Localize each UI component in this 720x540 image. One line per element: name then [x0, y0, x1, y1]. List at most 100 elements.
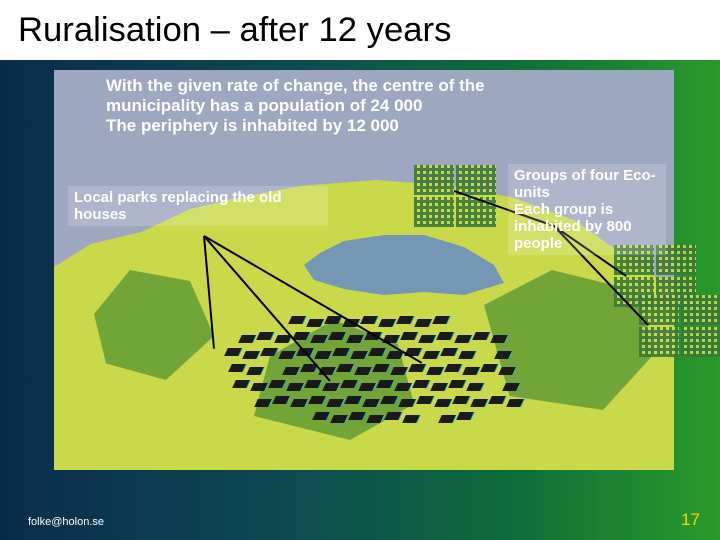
city-block: [466, 383, 484, 391]
city-block: [232, 380, 250, 388]
city-block: [472, 332, 490, 340]
city-block: [384, 412, 402, 420]
city-block: [366, 415, 384, 423]
city-block: [322, 383, 340, 391]
eco-unit: [456, 165, 496, 195]
city-block: [350, 351, 368, 359]
city-block: [400, 332, 418, 340]
eco-unit: [414, 197, 454, 227]
city-block: [480, 364, 498, 372]
city-block: [340, 380, 358, 388]
city-centre: [214, 300, 534, 460]
eco-unit: [681, 327, 720, 357]
city-block: [254, 399, 272, 407]
city-block: [448, 380, 466, 388]
city-block: [324, 316, 342, 324]
city-block: [330, 415, 348, 423]
city-block: [376, 380, 394, 388]
city-block: [414, 319, 432, 327]
callout-local-parks: Local parks replacing the old houses: [68, 186, 328, 226]
city-block: [462, 367, 480, 375]
eco-unit: [681, 295, 720, 325]
city-block: [260, 348, 278, 356]
city-block: [454, 335, 472, 343]
city-block: [416, 396, 434, 404]
city-block: [242, 351, 260, 359]
city-block: [360, 316, 378, 324]
figure-panel: With the given rate of change, the centr…: [54, 70, 674, 470]
city-block: [312, 412, 330, 420]
city-block: [430, 383, 448, 391]
city-block: [290, 399, 308, 407]
city-block: [426, 367, 444, 375]
city-block: [362, 399, 380, 407]
city-block: [408, 364, 426, 372]
city-block: [390, 367, 408, 375]
footer-email: folke@holon.se: [28, 516, 104, 528]
city-block: [344, 396, 362, 404]
city-block: [336, 364, 354, 372]
city-block: [418, 335, 436, 343]
city-block: [308, 396, 326, 404]
city-block: [398, 399, 416, 407]
city-block: [246, 367, 264, 375]
city-block: [380, 396, 398, 404]
slide-title: Ruralisation – after 12 years: [18, 11, 451, 50]
city-block: [488, 396, 506, 404]
city-block: [378, 319, 396, 327]
title-bar: Ruralisation – after 12 years: [0, 0, 720, 60]
city-block: [224, 348, 242, 356]
city-block: [440, 348, 458, 356]
city-block: [456, 412, 474, 420]
main-caption: With the given rate of change, the centr…: [106, 76, 536, 136]
slide: Ruralisation – after 12 years With the g…: [0, 0, 720, 540]
city-block: [432, 316, 450, 324]
city-block: [368, 348, 386, 356]
city-block: [332, 348, 350, 356]
city-block: [490, 335, 508, 343]
city-block: [268, 380, 286, 388]
city-block: [328, 332, 346, 340]
city-block: [272, 396, 290, 404]
city-block: [438, 415, 456, 423]
city-block: [250, 383, 268, 391]
city-block: [412, 380, 430, 388]
city-block: [228, 364, 246, 372]
city-block: [402, 415, 420, 423]
city-block: [306, 319, 324, 327]
city-block: [326, 399, 344, 407]
city-block: [354, 367, 372, 375]
city-block: [452, 396, 470, 404]
city-block: [348, 412, 366, 420]
eco-unit: [414, 165, 454, 195]
city-block: [498, 367, 516, 375]
callout-right-text: Groups of four Eco-unitsEach group is in…: [514, 167, 656, 252]
city-block: [278, 351, 296, 359]
city-block: [358, 383, 376, 391]
main-caption-text: With the given rate of change, the centr…: [106, 76, 485, 135]
city-block: [506, 399, 524, 407]
city-block: [310, 335, 328, 343]
city-block: [502, 383, 520, 391]
city-block: [286, 383, 304, 391]
city-block: [396, 316, 414, 324]
city-block: [372, 364, 390, 372]
city-block: [470, 399, 488, 407]
city-block: [282, 367, 300, 375]
city-block: [394, 383, 412, 391]
city-block: [256, 332, 274, 340]
city-block: [494, 351, 512, 359]
eco-unit: [456, 197, 496, 227]
page-number: 17: [681, 510, 700, 530]
city-block: [304, 380, 322, 388]
eco-unit: [639, 327, 679, 357]
callout-left-text: Local parks replacing the old houses: [74, 189, 282, 223]
city-block: [436, 332, 454, 340]
city-block: [314, 351, 332, 359]
city-block: [444, 364, 462, 372]
city-block: [458, 351, 476, 359]
callout-eco-units: Groups of four Eco-unitsEach group is in…: [508, 164, 666, 255]
city-block: [288, 316, 306, 324]
city-block: [346, 335, 364, 343]
city-block: [238, 335, 256, 343]
